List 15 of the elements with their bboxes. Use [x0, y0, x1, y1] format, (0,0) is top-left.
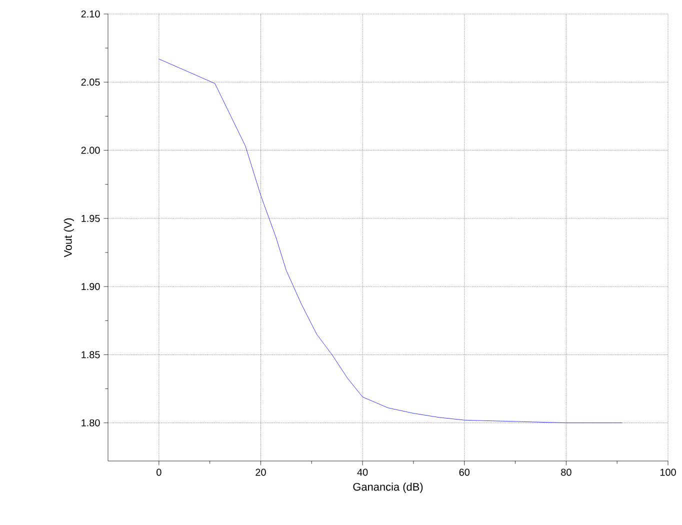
y-tick-label: 1.90 — [82, 283, 100, 290]
x-tick-label: 40 — [357, 468, 368, 476]
y-tick-label: 1.80 — [82, 419, 100, 426]
x-axis-title: Ganancia (dB) — [353, 482, 423, 493]
x-tick-label: 60 — [459, 468, 470, 476]
y-tick-label: 2.00 — [81, 146, 100, 154]
y-tick-label: 2.05 — [81, 78, 100, 86]
y-axis-title: Vout (V) — [64, 218, 74, 258]
x-tick-label: 20 — [256, 468, 266, 476]
y-tick-label: 2.10 — [81, 10, 100, 18]
x-tick-label: 80 — [561, 468, 572, 476]
y-tick-label: 1.85 — [82, 351, 100, 358]
x-tick-label: 100 — [660, 468, 676, 476]
x-tick-label: 0 — [156, 468, 162, 476]
y-tick-label: 1.95 — [82, 214, 100, 222]
